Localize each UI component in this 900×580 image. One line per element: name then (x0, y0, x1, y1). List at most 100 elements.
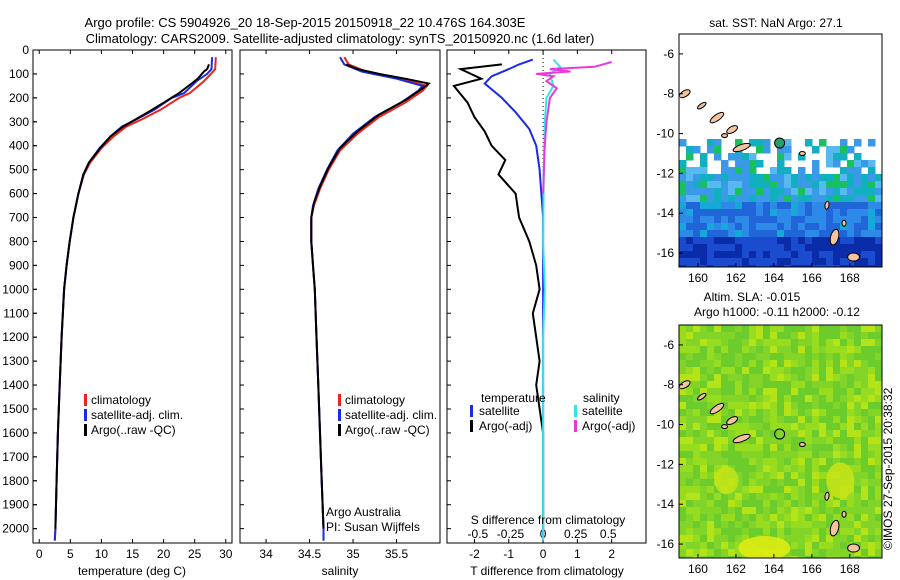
map-cell (686, 402, 694, 410)
map-cell (735, 458, 743, 466)
map-cell (763, 507, 771, 515)
map-cell (770, 181, 778, 189)
map-cell (735, 181, 743, 189)
map-cell (819, 444, 827, 452)
map-cell (798, 216, 806, 224)
map-cell (798, 353, 806, 361)
map-cell (770, 486, 778, 494)
sla-anomaly-patch (714, 466, 739, 495)
map-cell (861, 430, 869, 438)
map-cell (721, 360, 729, 368)
map-cell (819, 514, 827, 522)
lat-tick-label: -16 (657, 537, 675, 551)
map-cell (784, 237, 792, 245)
map-cell (875, 374, 882, 382)
map-cell (721, 367, 729, 375)
map-cell (742, 353, 750, 361)
map-cell (819, 216, 827, 224)
salinity-panel (239, 49, 441, 544)
map-cell (763, 258, 771, 266)
map-cell (749, 500, 757, 508)
map-cell (693, 237, 701, 245)
map-cell (798, 402, 806, 410)
map-cell (777, 367, 785, 375)
map-cell (714, 265, 722, 267)
lat-tick-label: -8 (663, 378, 674, 392)
map-cell (686, 549, 694, 557)
map-cell (854, 160, 862, 168)
legend-label-t-argo: Argo(-adj) (479, 419, 532, 433)
map-cell (812, 507, 820, 515)
map-cell (770, 258, 778, 266)
map-field (679, 139, 882, 267)
map-cell (707, 430, 715, 438)
map-cell (749, 181, 757, 189)
map-cell (854, 353, 862, 361)
map-cell (777, 265, 785, 267)
top-tick-label: -0.5 (468, 527, 489, 541)
map-cell (721, 430, 729, 438)
map-cell (819, 181, 827, 189)
map-cell (840, 409, 848, 417)
map-cell (763, 265, 771, 267)
map-cell (735, 444, 743, 452)
map-cell (868, 423, 876, 431)
map-cell (805, 346, 813, 354)
map-cell (791, 486, 799, 494)
map-cell (742, 500, 750, 508)
map-cell (756, 223, 764, 231)
map-cell (700, 265, 708, 267)
map-cell (805, 409, 813, 417)
map-cell (861, 230, 869, 238)
map-cell (686, 251, 694, 259)
map-cell (784, 332, 792, 340)
map-cell (777, 395, 785, 403)
map-cell (770, 444, 778, 452)
map-cell (868, 195, 876, 203)
map-cell (742, 493, 750, 501)
map-cell (777, 244, 785, 252)
map-cell (735, 486, 743, 494)
map-cell (749, 521, 757, 529)
map-cell (812, 465, 820, 473)
map-cell (875, 216, 882, 224)
map-cell (826, 521, 834, 529)
map-cell (686, 507, 694, 515)
map-cell (742, 381, 750, 389)
map-cell (721, 325, 729, 333)
map-cell (791, 230, 799, 238)
map-cell (847, 507, 855, 515)
map-cell (721, 381, 729, 389)
map-cell (742, 472, 750, 480)
map-cell (819, 188, 827, 196)
map-cell (693, 251, 701, 259)
map-cell (868, 416, 876, 424)
map-cell (819, 556, 827, 558)
difference-xlabel: T difference from climatology (470, 564, 624, 578)
map-cell (861, 346, 869, 354)
map-cell (742, 444, 750, 452)
map-cell (707, 493, 715, 501)
map-cell (693, 521, 701, 529)
x-tick-label: 5 (67, 547, 74, 561)
map-cell (742, 486, 750, 494)
map-cell (721, 437, 729, 445)
map-cell (700, 244, 708, 252)
map-cell (763, 209, 771, 217)
map-cell (826, 507, 834, 515)
map-cell (679, 535, 687, 543)
map-cell (686, 423, 694, 431)
map-cell (798, 395, 806, 403)
map-cell (756, 479, 764, 487)
map-cell (861, 388, 869, 396)
map-cell (679, 339, 687, 347)
map-cell (840, 332, 848, 340)
map-cell (833, 188, 841, 196)
lat-tick-label: -12 (657, 457, 675, 471)
island (697, 101, 707, 110)
map-cell (791, 251, 799, 259)
map-cell (847, 521, 855, 529)
map-cell (840, 139, 848, 147)
map-cell (875, 223, 882, 231)
map-cell (763, 458, 771, 466)
